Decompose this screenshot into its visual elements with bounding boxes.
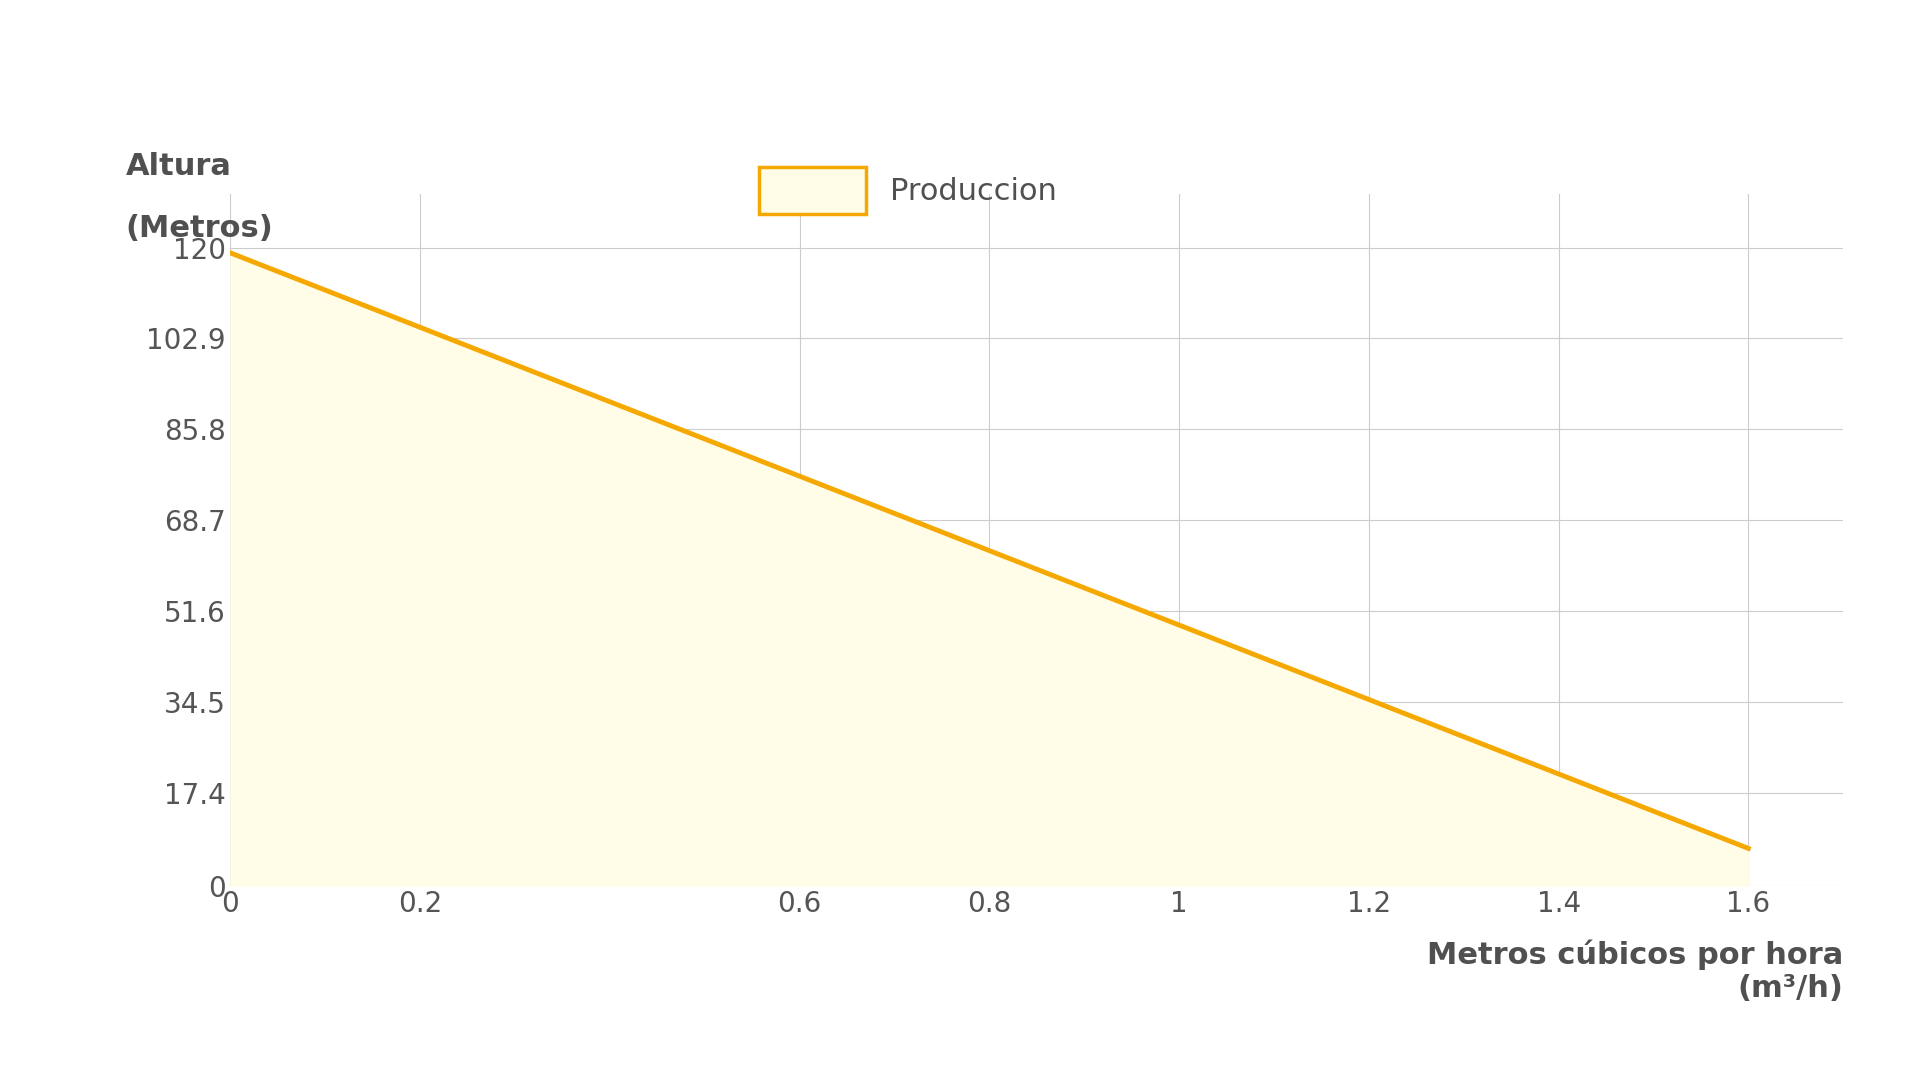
Text: (Metros): (Metros) [125, 214, 273, 243]
Text: Altura: Altura [125, 151, 232, 180]
Legend: Produccion: Produccion [747, 154, 1069, 226]
X-axis label: Metros cúbicos por hora
(m³/h): Metros cúbicos por hora (m³/h) [1427, 940, 1843, 1003]
